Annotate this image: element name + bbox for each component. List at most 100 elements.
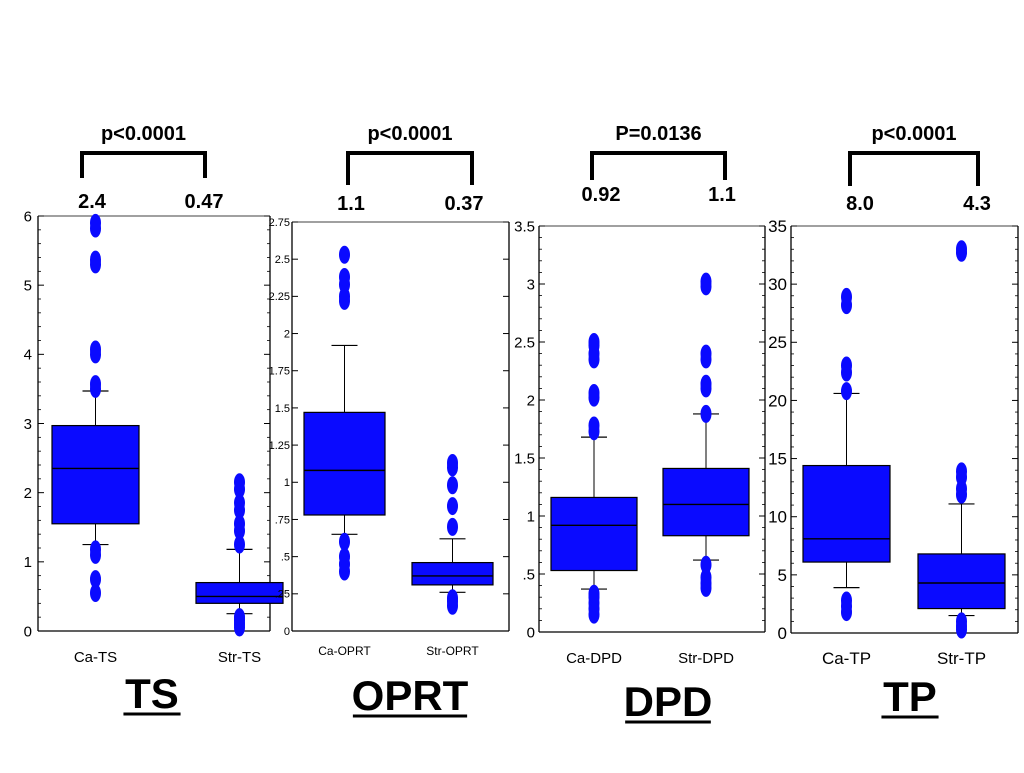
y-tick-label: 1.5 [514,450,535,467]
outlier-point [700,404,712,423]
category-label: Str-DPD [678,650,734,667]
outlier-point [956,612,967,631]
y-tick-label: 0 [24,623,32,640]
outlier-point [588,416,600,435]
panel-title: TS [125,670,179,717]
outlier-point [447,453,458,472]
p-value-label: P=0.0136 [615,123,701,145]
outlier-point [841,591,852,610]
box-ca-ts [51,213,140,602]
outlier-point [588,584,600,603]
outlier-point [447,589,458,608]
y-tick-label: 25 [768,333,787,352]
panel-ts: 0 1 2 3 4 5 6 Ca-TS 2.4 Str-TS 0.47 p<0.0001 TS [24,123,284,717]
iqr-box [303,411,386,516]
iqr-box [195,581,284,604]
category-label: Str-TS [218,649,261,666]
p-value-label: p<0.0001 [367,123,452,145]
box-ca-oprt [303,245,386,581]
outlier-point [339,245,350,264]
y-tick-label: 1.75 [269,366,290,378]
panel-title: OPRT [352,672,469,719]
outlier-point [90,583,101,602]
panel-title: TP [883,673,937,720]
y-tick-label: 2.5 [514,334,535,351]
outlier-point [339,547,350,566]
outlier-point [841,356,852,375]
y-tick-label: 30 [768,275,787,294]
outlier-point [700,568,712,587]
significance-bracket [346,151,474,185]
outlier-point [234,535,245,554]
y-tick-label: 3 [24,416,32,433]
y-tick-label: 0 [527,624,535,641]
y-tick-label: 5 [778,566,787,585]
panel-title: DPD [624,678,713,725]
p-value-label: p<0.0001 [871,123,956,145]
p-value-label: p<0.0001 [101,123,186,145]
y-tick-label: 10 [768,508,787,527]
significance-bracket [590,151,727,180]
median-value-label: 4.3 [963,193,991,215]
y-tick-label: 1 [284,477,290,489]
outlier-point [90,375,101,394]
median-value-label: 8.0 [846,193,874,215]
median-value-label: 2.4 [78,191,107,213]
y-tick-label: 2.5 [275,254,290,266]
y-tick-label: 35 [768,217,787,236]
category-label: Ca-OPRT [318,644,371,658]
outlier-point [841,287,852,306]
outlier-point [447,476,458,495]
y-tick-label: 0 [284,626,290,638]
y-tick-label: 4 [24,347,32,364]
panel-tp: 0 5 10 15 20 25 30 35 Ca-TP 8.0 Str-TP 4.3 p<0.0001 T… [768,123,1019,720]
median-value-label: 0.37 [445,193,484,215]
outlier-point [234,514,245,533]
y-tick-label: 1 [24,554,32,571]
outlier-point [339,268,350,287]
outlier-point [90,570,101,589]
iqr-box [662,467,750,537]
y-tick-label: 2 [24,485,32,502]
outlier-point [700,272,712,291]
outlier-point [700,555,712,574]
outlier-point [90,340,101,359]
outlier-point [841,382,852,401]
category-label: Ca-DPD [566,650,622,667]
median-value-label: 1.1 [708,184,736,206]
y-tick-label: 0 [778,624,787,643]
outlier-point [700,344,712,363]
y-tick-label: 2.25 [269,291,290,303]
box-str-tp [917,240,1006,639]
outlier-point [234,608,245,627]
outlier-point [700,374,712,393]
outlier-point [90,540,101,559]
category-label: Ca-TS [74,649,117,666]
median-value-label: 0.47 [185,191,224,213]
y-tick-label: 3.5 [514,218,535,235]
category-label: Str-TP [937,649,986,668]
iqr-box [917,553,1006,610]
outlier-point [588,384,600,403]
iqr-box [550,496,638,572]
outlier-point [90,213,101,232]
category-label: Str-OPRT [426,644,479,658]
y-tick-label: 20 [768,391,787,410]
y-tick-label: 2 [284,328,290,340]
significance-bracket [80,151,207,178]
box-ca-tp [802,287,891,622]
y-tick-label: 15 [768,450,787,469]
box-str-dpd [662,272,750,597]
iqr-box [51,424,140,525]
median-value-label: 1.1 [337,193,365,215]
median-value-label: 0.92 [582,184,621,206]
y-tick-label: 6 [24,208,32,225]
iqr-box [411,561,494,586]
outlier-point [588,333,600,351]
y-tick-label: 1 [527,508,535,525]
y-tick-label: 1.5 [275,403,290,415]
y-tick-label: 2.75 [269,217,290,229]
box-str-oprt [411,453,494,615]
